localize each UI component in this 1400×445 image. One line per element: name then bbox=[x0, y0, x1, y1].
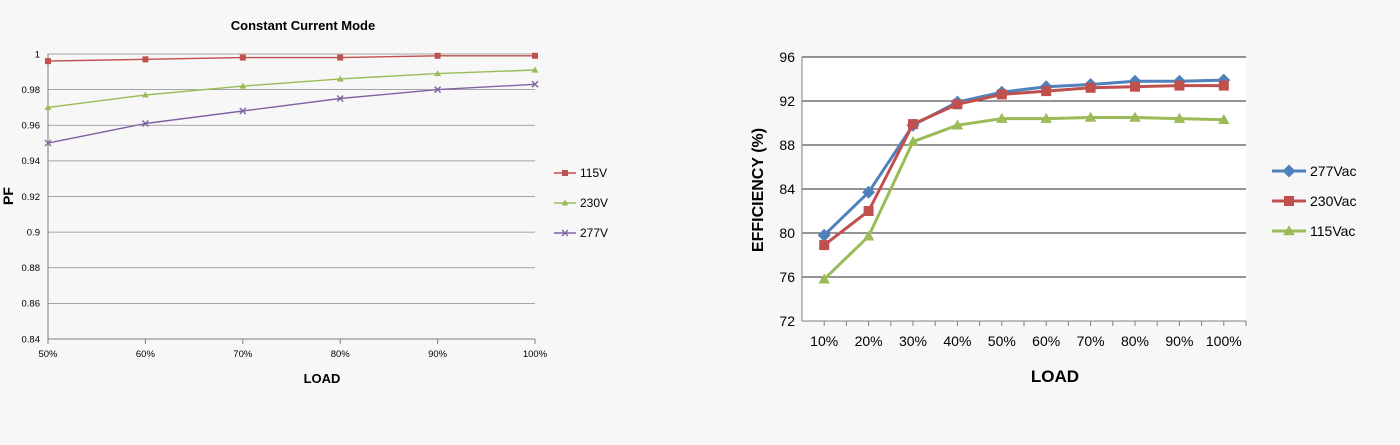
efficiency-series-230vac-point bbox=[952, 99, 963, 110]
efficiency-y-tick-label: 96 bbox=[779, 49, 795, 65]
pf-series-230v-point bbox=[531, 66, 539, 73]
efficiency-x-tick-label: 50% bbox=[988, 333, 1016, 349]
efficiency-series-115vac-legend-marker bbox=[1283, 225, 1295, 236]
pf-y-tick-label: 0.96 bbox=[22, 121, 41, 132]
efficiency-series-115vac-point bbox=[1218, 113, 1230, 124]
efficiency-y-tick-label: 80 bbox=[779, 225, 795, 241]
efficiency-series-230vac-legend-label: 230Vac bbox=[1310, 193, 1356, 209]
efficiency-series-230vac-legend-marker bbox=[1284, 196, 1294, 206]
pf-series-277v-point bbox=[434, 86, 442, 94]
efficiency-x-tick-label: 40% bbox=[943, 333, 971, 349]
pf-series-277v-point bbox=[141, 119, 149, 127]
pf-series-277v-point bbox=[44, 139, 52, 147]
efficiency-series-277vac-legend-marker bbox=[1282, 164, 1296, 178]
pf-y-tick-label: 0.84 bbox=[22, 334, 41, 345]
efficiency-y-tick-label: 84 bbox=[779, 181, 795, 197]
pf-series-115v-point bbox=[142, 56, 149, 63]
pf-series-115v-legend-label: 115V bbox=[580, 166, 607, 180]
pf-x-tick-label: 60% bbox=[136, 349, 156, 360]
pf-series-115v-point bbox=[434, 52, 441, 59]
efficiency-y-tick-label: 88 bbox=[779, 137, 795, 153]
efficiency-series-230vac-point bbox=[1174, 80, 1185, 91]
pf-series-115v-legend-marker bbox=[562, 170, 568, 176]
pf-series-230v-legend-label: 230V bbox=[580, 196, 608, 210]
efficiency-y-axis-label: EFFICIENCY (%) bbox=[750, 128, 767, 252]
pf-y-tick-label: 0.94 bbox=[22, 156, 41, 167]
pf-y-tick-label: 0.92 bbox=[22, 192, 41, 203]
pf-series-277v-point bbox=[239, 107, 247, 115]
efficiency-series-115vac-point bbox=[1129, 111, 1141, 122]
efficiency-series-115vac-point bbox=[818, 273, 830, 284]
efficiency-x-tick-label: 100% bbox=[1206, 333, 1242, 349]
pf-y-tick-label: 1 bbox=[35, 49, 40, 60]
efficiency-series-115vac-point bbox=[862, 230, 875, 241]
efficiency-y-tick-label: 76 bbox=[779, 269, 795, 285]
efficiency-series-115vac-line bbox=[823, 116, 1224, 281]
efficiency-series-230vac-point bbox=[1130, 81, 1140, 92]
efficiency-series-230vac-point bbox=[1085, 82, 1096, 93]
pf-series-230v-point bbox=[239, 82, 247, 89]
pf-series-277v-legend-marker bbox=[561, 229, 569, 237]
pf-series-277v-point bbox=[531, 80, 539, 88]
efficiency-series-277vac-legend-label: 277Vac bbox=[1310, 163, 1356, 179]
efficiency-x-tick-label: 60% bbox=[1032, 333, 1060, 349]
efficiency-y-tick-label: 92 bbox=[779, 93, 795, 109]
pf-series-230v-line bbox=[47, 69, 536, 109]
pf-series-230v-point bbox=[336, 75, 344, 82]
pf-series-230v-point bbox=[434, 70, 442, 77]
pf-series-115v-point bbox=[239, 54, 246, 61]
efficiency-series-115vac-point bbox=[1084, 111, 1097, 122]
efficiency-x-tick-label: 10% bbox=[810, 333, 838, 349]
efficiency-series-230vac-point bbox=[996, 89, 1007, 100]
pf-series-115v-line bbox=[47, 55, 535, 62]
efficiency-series-277vac-point bbox=[862, 185, 876, 199]
pf-series-230v-point bbox=[141, 91, 149, 98]
pf-series-115v-point bbox=[532, 52, 538, 59]
efficiency-series-230vac-point bbox=[908, 119, 918, 130]
pf-series-277v-line bbox=[47, 83, 536, 144]
pf-x-tick-label: 80% bbox=[331, 349, 351, 360]
pf-y-tick-label: 0.98 bbox=[22, 85, 41, 96]
efficiency-x-axis-label: LOAD bbox=[1031, 367, 1079, 386]
efficiency-series-230vac-line bbox=[823, 84, 1224, 247]
pf-x-tick-label: 90% bbox=[428, 349, 448, 360]
pf-y-tick-label: 0.9 bbox=[27, 227, 40, 238]
pf-series-277v-point bbox=[336, 95, 344, 103]
efficiency-series-277vac-line bbox=[823, 78, 1224, 237]
efficiency-series-115vac-point bbox=[951, 119, 964, 130]
efficiency-x-tick-label: 20% bbox=[855, 333, 883, 349]
efficiency-series-115vac-point bbox=[996, 112, 1008, 123]
efficiency-series-115vac-point bbox=[1040, 112, 1052, 123]
pf-series-115v-point bbox=[337, 54, 344, 61]
pf-x-axis-label: LOAD bbox=[304, 371, 341, 386]
efficiency-chart: EFFICIENCY (%) LOAD 72 76 80 84 88 92 96 10% 20%… bbox=[750, 49, 1356, 386]
efficiency-series-230vac-point bbox=[863, 206, 874, 216]
pf-series-115v-point bbox=[45, 58, 51, 65]
efficiency-series-230vac-point bbox=[819, 240, 830, 251]
pf-chart: Constant Current Mode PF LOAD 0.84 0.86 0.… bbox=[0, 18, 608, 386]
pf-x-tick-label: 100% bbox=[523, 349, 548, 360]
efficiency-x-tick-label: 80% bbox=[1121, 333, 1149, 349]
pf-series-277v-legend-label: 277V bbox=[580, 226, 608, 240]
pf-y-tick-label: 0.88 bbox=[22, 263, 41, 274]
pf-series-230v-point bbox=[44, 103, 52, 110]
efficiency-x-tick-label: 90% bbox=[1165, 333, 1193, 349]
efficiency-series-115vac-point bbox=[1173, 112, 1186, 123]
pf-series-230v-legend-marker bbox=[561, 199, 569, 206]
pf-chart-title: Constant Current Mode bbox=[231, 18, 375, 33]
efficiency-series-115vac-legend-label: 115Vac bbox=[1310, 223, 1355, 239]
efficiency-x-tick-label: 30% bbox=[899, 333, 927, 349]
efficiency-series-230vac-point bbox=[1218, 80, 1229, 91]
pf-y-axis-label: PF bbox=[0, 187, 16, 205]
efficiency-series-277vac-point bbox=[817, 228, 831, 242]
efficiency-series-115vac-point bbox=[907, 135, 919, 146]
pf-y-tick-label: 0.86 bbox=[22, 299, 41, 310]
pf-x-tick-label: 50% bbox=[38, 349, 58, 360]
efficiency-y-tick-label: 72 bbox=[779, 313, 795, 329]
efficiency-series-230vac-point bbox=[1041, 86, 1052, 97]
pf-x-tick-label: 70% bbox=[233, 349, 253, 360]
efficiency-x-tick-label: 70% bbox=[1077, 333, 1105, 349]
